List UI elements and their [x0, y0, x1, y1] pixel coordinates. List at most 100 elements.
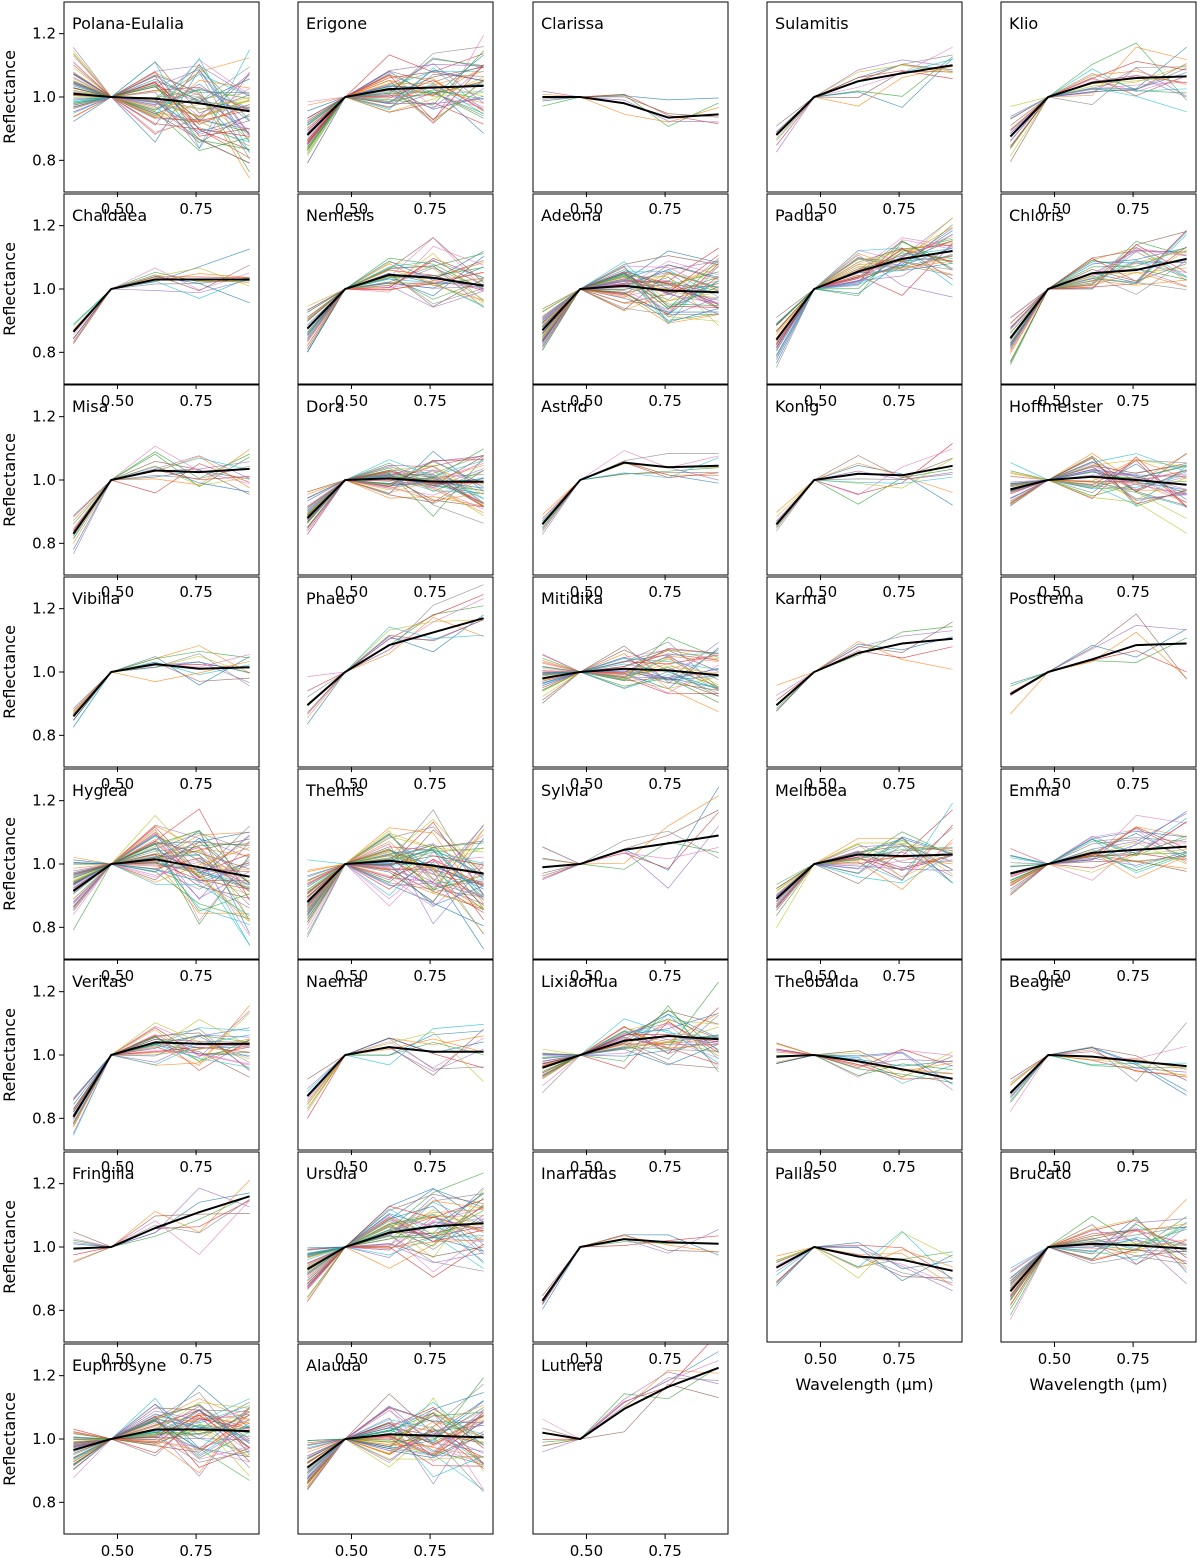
member-spectrum-line	[542, 666, 719, 695]
member-spectra	[776, 621, 953, 712]
member-spectrum-line	[73, 1414, 250, 1449]
member-spectrum-line	[542, 277, 719, 337]
x-tick-label: 0.75	[413, 200, 446, 218]
member-spectrum-line	[73, 466, 250, 550]
member-spectrum-line	[73, 445, 250, 535]
member-spectrum-line	[542, 93, 719, 125]
x-tick-label: 0.50	[101, 1158, 134, 1176]
mean-spectrum-line	[775, 853, 953, 900]
y-axis-label: Reflectance	[0, 242, 19, 336]
axes-frame	[297, 1, 494, 193]
member-spectrum-line	[542, 1383, 719, 1440]
mean-spectrum-line	[73, 1428, 250, 1452]
x-tick-label: 0.50	[335, 200, 368, 218]
x-tick-label: 0.50	[570, 392, 603, 410]
member-spectrum-line	[307, 1193, 484, 1249]
member-spectra	[542, 1229, 719, 1310]
member-spectra	[776, 443, 953, 532]
member-spectrum-line	[1010, 61, 1187, 148]
mean-spectrum-line	[541, 461, 719, 525]
member-spectrum-line	[542, 1371, 719, 1453]
panel-title: Hoffmeister	[1009, 397, 1103, 416]
member-spectrum-line	[73, 828, 250, 922]
member-spectrum-line	[776, 241, 953, 325]
member-spectrum-line	[1010, 260, 1187, 318]
x-tick-label: 0.50	[1038, 967, 1071, 985]
member-spectrum-line	[307, 1038, 484, 1105]
member-spectrum-line	[73, 470, 250, 540]
member-spectra	[1010, 230, 1187, 365]
axes-frame	[766, 576, 963, 768]
y-tick-label: 1.0	[32, 280, 56, 298]
member-spectrum-line	[1010, 1226, 1187, 1297]
member-spectrum-line	[1010, 813, 1187, 875]
member-spectrum-line	[776, 641, 953, 686]
mean-spectrum-group	[776, 1054, 953, 1080]
panel-klio: Klio 0.50 0.75	[1000, 1, 1197, 218]
member-spectrum-line	[776, 1054, 953, 1084]
member-spectrum-line	[73, 1044, 250, 1134]
mean-spectrum-line	[1009, 75, 1187, 138]
member-spectrum-line	[542, 1030, 719, 1063]
member-spectrum-line	[776, 448, 953, 523]
member-spectrum-line	[542, 276, 719, 322]
axes-frame	[766, 1151, 963, 1343]
panel-title: Adeona	[541, 206, 601, 225]
x-tick-label: 0.50	[804, 200, 837, 218]
member-spectrum-line	[776, 851, 953, 909]
y-tick-label: 1.0	[32, 471, 56, 489]
member-spectrum-line	[1010, 42, 1187, 149]
member-spectrum-line	[776, 1051, 953, 1074]
member-spectrum-line	[542, 652, 719, 676]
mean-spectrum-line	[72, 467, 250, 535]
member-spectrum-line	[307, 81, 484, 146]
member-spectrum-line	[542, 1041, 719, 1087]
y-axis-label: Reflectance	[0, 50, 19, 144]
member-spectrum-line	[307, 840, 484, 897]
x-tick-label: 0.50	[804, 583, 837, 601]
member-spectrum-line	[73, 841, 250, 884]
y-tick-label: 0.8	[32, 1109, 56, 1127]
panel-title: Inarradas	[541, 1164, 617, 1183]
member-spectrum-line	[1010, 81, 1187, 142]
mean-spectrum-group	[541, 1238, 719, 1302]
x-tick-label: 0.50	[570, 775, 603, 793]
member-spectrum-line	[307, 267, 484, 337]
member-spectrum-line	[542, 1229, 719, 1305]
x-tick-label: 0.50	[1038, 775, 1071, 793]
panel-title: Themis	[305, 781, 364, 800]
x-tick-label: 0.75	[1116, 200, 1149, 218]
x-tick-label: 0.50	[335, 1542, 368, 1558]
mean-spectrum-line	[1010, 845, 1187, 875]
member-spectra	[1010, 613, 1187, 715]
mean-spectrum-group	[542, 96, 719, 119]
member-spectrum-line	[73, 645, 250, 713]
axes-frame	[532, 193, 729, 385]
x-tick-label: 0.50	[1038, 392, 1071, 410]
x-tick-label: 0.50	[570, 1350, 603, 1368]
member-spectrum-line	[307, 473, 484, 505]
member-spectrum-line	[307, 849, 484, 934]
mean-spectrum-line	[306, 1222, 484, 1271]
panel-title: Meliboea	[775, 781, 847, 800]
mean-spectrum-line	[1009, 257, 1187, 339]
axes-frame	[532, 1343, 729, 1535]
member-spectrum-line	[307, 617, 484, 719]
member-spectrum-line	[1010, 479, 1187, 534]
member-spectrum-line	[1010, 1047, 1187, 1095]
member-spectrum-line	[73, 1213, 250, 1248]
mean-spectrum-line	[73, 1195, 250, 1250]
member-spectrum-line	[73, 279, 250, 345]
member-spectrum-line	[73, 661, 250, 721]
member-spectrum-line	[776, 1230, 953, 1282]
member-spectrum-line	[542, 1235, 719, 1303]
x-tick-label: 0.75	[413, 392, 446, 410]
x-tick-label: 0.75	[648, 583, 681, 601]
axes-frame	[1000, 1, 1197, 193]
member-spectra	[73, 1179, 250, 1263]
panel-title: Veritas	[72, 972, 127, 991]
